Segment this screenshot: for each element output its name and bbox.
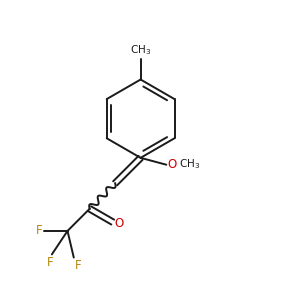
Text: CH$_3$: CH$_3$ [179, 158, 201, 171]
Text: F: F [36, 224, 43, 237]
Text: O: O [167, 158, 176, 171]
Text: F: F [75, 259, 82, 272]
Text: O: O [114, 217, 124, 230]
Text: CH$_3$: CH$_3$ [130, 43, 151, 57]
Text: F: F [47, 256, 54, 269]
